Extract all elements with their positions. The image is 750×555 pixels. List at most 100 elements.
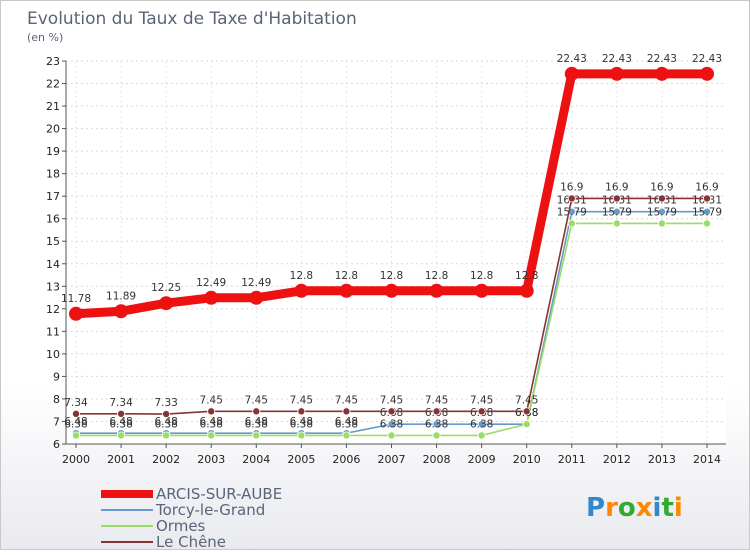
data-point xyxy=(387,407,396,416)
y-tick-label: 13 xyxy=(46,280,60,293)
data-point xyxy=(612,219,621,228)
data-label: 6.48 xyxy=(109,416,132,428)
data-label: 12.49 xyxy=(196,277,226,289)
data-label: 22.43 xyxy=(647,53,677,65)
data-label: 16.9 xyxy=(695,181,718,193)
data-label: 22.43 xyxy=(602,53,632,65)
legend-label: Torcy-le-Grand xyxy=(155,501,265,519)
data-point xyxy=(249,290,264,305)
data-point xyxy=(342,407,351,416)
data-point xyxy=(477,431,486,440)
data-point xyxy=(432,431,441,440)
data-label: 22.43 xyxy=(557,53,587,65)
data-label: 12.8 xyxy=(425,270,448,282)
data-point xyxy=(477,420,486,429)
y-tick-label: 22 xyxy=(46,78,60,91)
plot-area xyxy=(66,61,726,444)
data-label: 15.79 xyxy=(557,206,587,218)
data-label: 6.38 xyxy=(470,418,493,430)
x-tick-label: 2007 xyxy=(378,453,406,466)
data-point xyxy=(294,283,309,298)
data-label: 11.78 xyxy=(61,293,91,305)
x-tick-label: 2000 xyxy=(62,453,90,466)
data-label: 7.45 xyxy=(200,394,223,406)
x-tick-label: 2011 xyxy=(558,453,586,466)
data-label: 6.38 xyxy=(380,418,403,430)
y-tick-label: 9 xyxy=(53,370,60,383)
data-label: 15.79 xyxy=(602,206,632,218)
data-point xyxy=(564,66,579,81)
data-point xyxy=(657,194,666,203)
data-point xyxy=(609,66,624,81)
data-label: 15.79 xyxy=(692,206,722,218)
data-point xyxy=(387,420,396,429)
y-tick-label: 11 xyxy=(46,325,60,338)
data-label: 6.48 xyxy=(335,416,358,428)
data-point xyxy=(72,431,81,440)
x-tick-label: 2014 xyxy=(693,453,721,466)
axes: 6 7 8 9 10 11 12 13 14 15 16 17 18 19 20 21 22 23 2000 2001… xyxy=(46,55,726,466)
x-tick-label: 2013 xyxy=(648,453,676,466)
data-point xyxy=(117,431,126,440)
data-label: 6.38 xyxy=(200,418,223,430)
data-label: 7.34 xyxy=(109,397,133,409)
proxiti-logo: Proxiti xyxy=(586,493,683,523)
data-label: 6.38 xyxy=(109,418,132,430)
data-point xyxy=(519,283,534,298)
data-point xyxy=(703,194,712,203)
data-point xyxy=(72,409,81,418)
data-point xyxy=(342,431,351,440)
y-tick-label: 17 xyxy=(46,190,60,203)
data-point xyxy=(522,420,531,429)
y-tick-label: 14 xyxy=(46,258,60,271)
data-point xyxy=(703,207,712,216)
data-label: 7.45 xyxy=(335,394,358,406)
data-label: 16.9 xyxy=(605,181,628,193)
data-label: 6.48 xyxy=(200,416,223,428)
data-point xyxy=(612,194,621,203)
data-label: 11.89 xyxy=(106,290,136,302)
data-point xyxy=(207,407,216,416)
data-point xyxy=(700,66,714,81)
logo-letter: o xyxy=(618,493,636,523)
data-label: 7.45 xyxy=(290,394,313,406)
data-point xyxy=(339,283,354,298)
data-point xyxy=(567,194,576,203)
data-point xyxy=(387,431,396,440)
data-label: 6.48 xyxy=(290,416,313,428)
x-tick-label: 2003 xyxy=(197,453,225,466)
y-tick-label: 12 xyxy=(46,303,60,316)
x-tick-label: 2012 xyxy=(603,453,631,466)
data-label: 15.79 xyxy=(647,206,677,218)
chart-subtitle: (en %) xyxy=(27,31,63,44)
logo-letter: i xyxy=(674,493,683,523)
data-label: 6.48 xyxy=(64,416,87,428)
data-label: 6.38 xyxy=(425,418,448,430)
data-point xyxy=(117,409,126,418)
data-point xyxy=(432,420,441,429)
data-point xyxy=(114,304,129,319)
x-tick-label: 2008 xyxy=(423,453,451,466)
y-tick-label: 21 xyxy=(46,100,60,113)
data-point xyxy=(159,296,174,311)
data-label: 7.45 xyxy=(245,394,268,406)
data-point xyxy=(162,410,171,419)
data-label: 12.8 xyxy=(470,270,493,282)
y-tick-label: 7 xyxy=(53,415,60,428)
y-tick-label: 10 xyxy=(46,348,60,361)
data-point xyxy=(432,407,441,416)
x-tick-label: 2001 xyxy=(107,453,135,466)
data-label: 6.38 xyxy=(335,418,358,430)
data-point xyxy=(477,407,486,416)
series-ormes: 6.38 6.38 6.38 6.38 6.38 6.38 6.38 6.38 6.38 6.38… xyxy=(64,206,722,440)
logo-letter: r xyxy=(605,493,618,523)
logo-letter: i xyxy=(653,493,662,523)
data-point xyxy=(297,407,306,416)
logo-letter: x xyxy=(636,493,653,523)
y-tick-label: 18 xyxy=(46,168,60,181)
data-label: 7.33 xyxy=(154,397,177,409)
legend-label: Le Chêne xyxy=(156,533,226,551)
x-tick-label: 2010 xyxy=(513,453,541,466)
data-point xyxy=(522,407,531,416)
